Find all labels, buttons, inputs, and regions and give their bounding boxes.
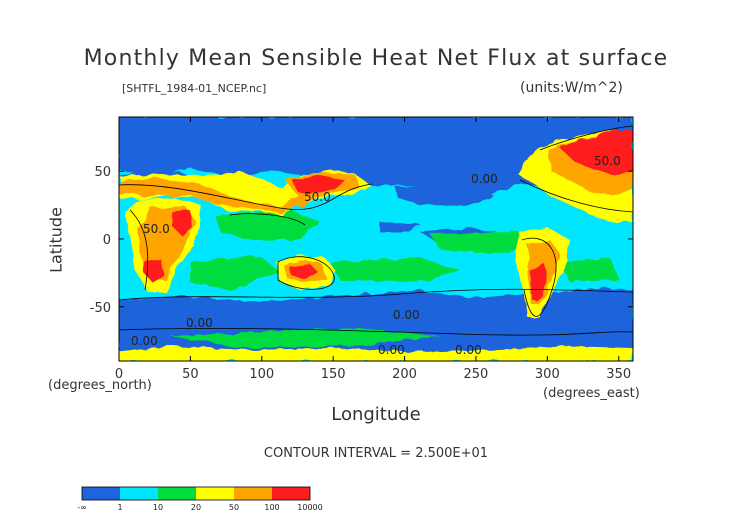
x-tick-label: 200 <box>392 367 417 382</box>
x-tick-label: 50 <box>182 367 199 382</box>
axis-ticks: 0 50 100 150 200 250 300 350 50 0 -50 <box>90 117 633 382</box>
colorbar-label: 50 <box>229 503 239 512</box>
equatorial-blue-2 <box>380 222 420 232</box>
colorbar-label: 1 <box>117 503 122 512</box>
contour-label: 50.0 <box>304 190 331 204</box>
x-tick-label: 350 <box>606 367 631 382</box>
australia-red <box>290 264 318 280</box>
colorbar-swatch <box>82 487 120 500</box>
x-axis-label-text: Longitude <box>331 404 421 425</box>
x-tick-label: 250 <box>464 367 489 382</box>
y-tick-label: -50 <box>90 301 111 316</box>
colorbar-swatch <box>272 487 310 500</box>
contour-label: 0.00 <box>455 343 482 357</box>
colorbar-label: 20 <box>191 503 201 512</box>
contour-label: 0.00 <box>393 308 420 322</box>
contour-line <box>229 213 306 226</box>
chart-title: Monthly Mean Sensible Heat Net Flux at s… <box>83 46 669 71</box>
contour-interval-note: CONTOUR INTERVAL = 2.500E+01 <box>263 446 489 461</box>
greenland-blue <box>590 117 633 130</box>
contour-label: 50.0 <box>594 154 621 168</box>
map-field <box>119 117 633 361</box>
arctic-band <box>119 117 633 196</box>
green-indian <box>190 256 280 290</box>
green-south-pacific <box>330 258 460 282</box>
x-tick-label: 100 <box>249 367 274 382</box>
colorbar-label: -∞ <box>77 503 87 512</box>
north-america-red <box>560 130 633 176</box>
colorbar-swatch <box>234 487 272 500</box>
green-southern-strip <box>170 328 440 348</box>
green-west-pacific <box>215 210 320 240</box>
y-unit-label: (degrees_north) <box>48 378 152 393</box>
contour-line <box>519 179 633 213</box>
x-tick-label: 150 <box>321 367 346 382</box>
green-east-pacific <box>430 232 540 254</box>
x-tick-label: 300 <box>535 367 560 382</box>
north-pacific-blue <box>395 186 495 206</box>
colorbar: -∞ 1 10 20 50 100 10000 <box>77 486 323 512</box>
x-tick-label: 0 <box>115 367 123 382</box>
contour-label: 50.0 <box>143 222 170 236</box>
file-label: [SHTFL_1984-01_NCEP.nc] <box>122 82 267 95</box>
y-tick-label: 50 <box>94 165 111 180</box>
green-south-atlantic <box>560 258 620 282</box>
colorbar-swatch <box>196 487 234 500</box>
contour-line <box>277 256 335 290</box>
sahara-red <box>172 210 192 236</box>
contour-line <box>129 209 149 291</box>
colorbar-swatch <box>120 487 158 500</box>
contour-line <box>119 183 373 210</box>
contour-line <box>119 288 633 301</box>
contour-lines: 50.0 50.0 50.0 0.00 0.00 0.00 0.00 0.00 0.00 <box>119 125 633 357</box>
contour-label: 0.00 <box>471 172 498 186</box>
colorbar-swatch <box>158 487 196 500</box>
south-africa-red <box>143 258 165 282</box>
siberia-red <box>292 175 345 194</box>
x-unit-label: (degrees_east) <box>543 386 640 401</box>
units-label: (units:W/m^2) <box>520 80 623 96</box>
y-tick-label: 0 <box>103 233 111 248</box>
patagonia-red <box>530 264 548 302</box>
contour-label: 0.00 <box>186 316 213 330</box>
colorbar-label: 100 <box>264 503 279 512</box>
x-axis-label: Longitude <box>0 404 752 425</box>
colorbar-frame <box>81 486 311 501</box>
contour-line <box>119 327 633 336</box>
antarctica-yellow <box>119 346 633 361</box>
contour-label: 0.00 <box>131 334 158 348</box>
colorbar-end-label: 10000 <box>297 503 322 512</box>
contour-label: 0.00 <box>378 343 405 357</box>
europe-orange <box>119 178 350 213</box>
contour-line <box>539 125 633 151</box>
colorbar-label: 10 <box>153 503 163 512</box>
